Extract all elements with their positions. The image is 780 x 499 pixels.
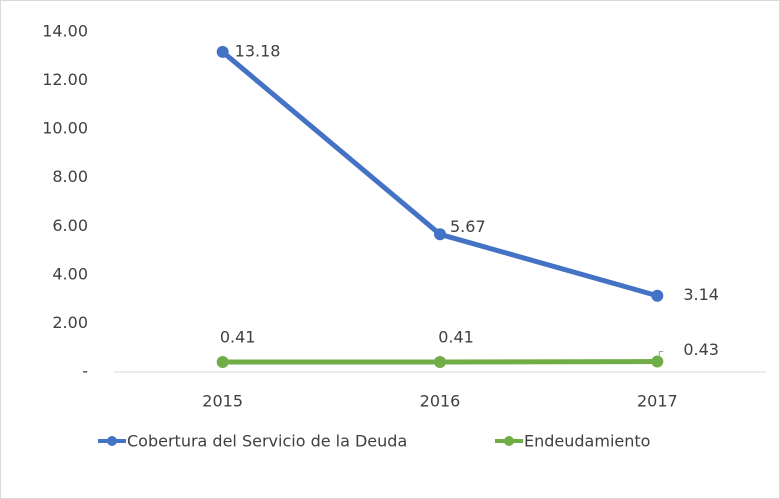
point: [434, 228, 446, 241]
y-tick-label: 2.00: [52, 313, 88, 332]
data-label: 0.41: [220, 328, 256, 347]
data-label: 0.43: [683, 340, 719, 359]
point: [651, 289, 664, 302]
legend-label: Cobertura del Servicio de la Deuda: [127, 432, 407, 451]
data-label: 13.18: [235, 41, 281, 60]
point: [434, 356, 446, 369]
leader-line: [658, 351, 664, 358]
x-tick-label: 2017: [637, 392, 678, 411]
y-tick-label: 10.00: [42, 119, 88, 138]
legend-label: Endeudamiento: [524, 432, 650, 451]
data-label: 5.67: [450, 217, 486, 236]
y-tick-label: 8.00: [52, 167, 88, 186]
y-tick-label: 6.00: [52, 216, 88, 235]
legend-marker: [107, 436, 117, 446]
data-label: 3.14: [683, 285, 719, 304]
point: [216, 45, 229, 58]
point: [651, 355, 664, 368]
x-tick-label: 2015: [202, 392, 243, 411]
point: [216, 356, 229, 369]
data-label: 0.41: [438, 328, 474, 347]
y-tick-label: 12.00: [42, 70, 88, 89]
y-tick-label: 4.00: [52, 264, 88, 283]
x-tick-label: 2016: [420, 392, 461, 411]
legend-marker: [504, 436, 514, 446]
y-tick-label: -: [82, 362, 88, 381]
y-tick-label: 14.00: [42, 22, 88, 41]
